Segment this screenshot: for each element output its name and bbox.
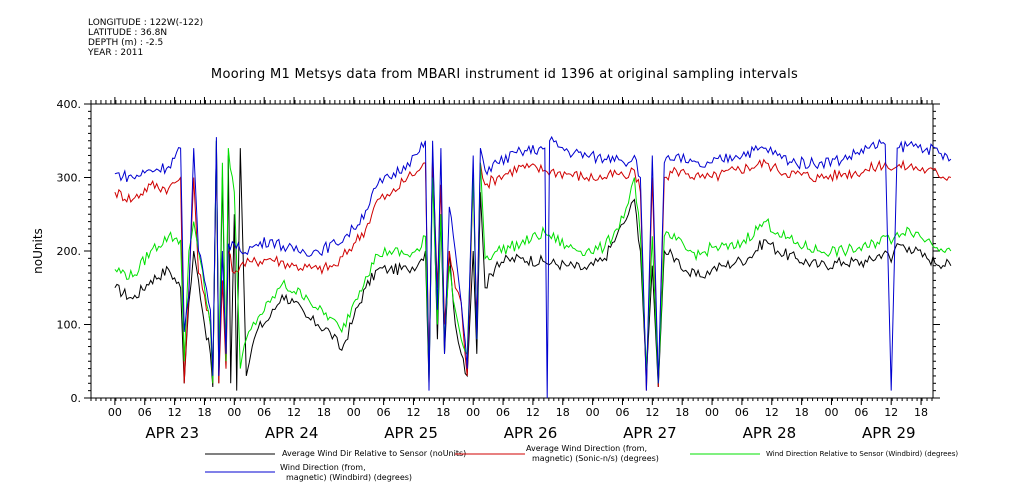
y-tick-label: 0. [71,392,82,405]
y-tick-label: 400. [57,98,82,111]
x-tick-label: 12 [526,406,540,419]
year-text: YEAR : 2011 [88,48,144,58]
x-tick-label: 06 [377,406,391,419]
x-tick-label: 00 [705,406,719,419]
x-tick-label: 06 [615,406,629,419]
x-tick-label: 18 [197,406,211,419]
x-tick-label: 12 [765,406,779,419]
x-tick-label: 06 [138,406,152,419]
x-tick-label: 06 [257,406,271,419]
x-tick-label: 12 [884,406,898,419]
legend-label-2: Average Wind Direction (from, magnetic) (… [526,444,659,463]
x-tick-label: 18 [914,406,928,419]
x-tick-label: 18 [436,406,450,419]
y-tick-label: 200. [57,245,82,258]
series-line-4 [114,135,952,399]
depth-text: DEPTH (m) : -2.5 [88,38,164,48]
x-tick-label: 00 [824,406,838,419]
x-day-label: APR 27 [623,424,677,442]
metadata-block: LONGITUDE : 122W(-122) LATITUDE : 36.8N … [88,18,203,58]
series-line-3 [114,140,952,384]
x-tick-label: 18 [556,406,570,419]
legend-label-1: Average Wind Dir Relative to Sensor (noU… [282,449,466,458]
x-tick-label: 00 [347,406,361,419]
y-axis-label: noUnits [31,228,45,274]
x-tick-label: 12 [406,406,420,419]
legend-label-4: Wind Direction (from, magnetic) (Windbird… [280,463,412,482]
x-tick-label: 12 [168,406,182,419]
x-tick-label: 18 [795,406,809,419]
x-day-label: APR 28 [743,424,797,442]
x-tick-label: 06 [735,406,749,419]
series-line-2 [114,148,952,391]
x-day-label: APR 24 [265,424,319,442]
longitude-text: LONGITUDE : 122W(-122) [88,18,204,28]
series-line-1 [114,140,952,391]
x-day-label: APR 25 [384,424,438,442]
x-tick-label: 18 [675,406,689,419]
x-tick-label: 00 [586,406,600,419]
x-tick-label: 12 [645,406,659,419]
x-day-label: APR 26 [504,424,558,442]
chart-title: Mooring M1 Metsys data from MBARI instru… [210,67,799,82]
x-tick-label: 00 [227,406,241,419]
legend-label-3: Wind Direction Relative to Sensor (Windb… [766,450,958,458]
y-tick-label: 100. [57,319,82,332]
x-tick-label: 18 [317,406,331,419]
x-tick-label: 12 [287,406,301,419]
x-tick-label: 06 [854,406,868,419]
x-day-label: APR 23 [145,424,199,442]
y-tick-label: 300. [57,172,82,185]
x-tick-label: 00 [466,406,480,419]
x-day-label: APR 29 [862,424,916,442]
latitude-text: LATITUDE : 36.8N [88,28,168,38]
x-tick-label: 00 [108,406,122,419]
x-tick-label: 06 [496,406,510,419]
